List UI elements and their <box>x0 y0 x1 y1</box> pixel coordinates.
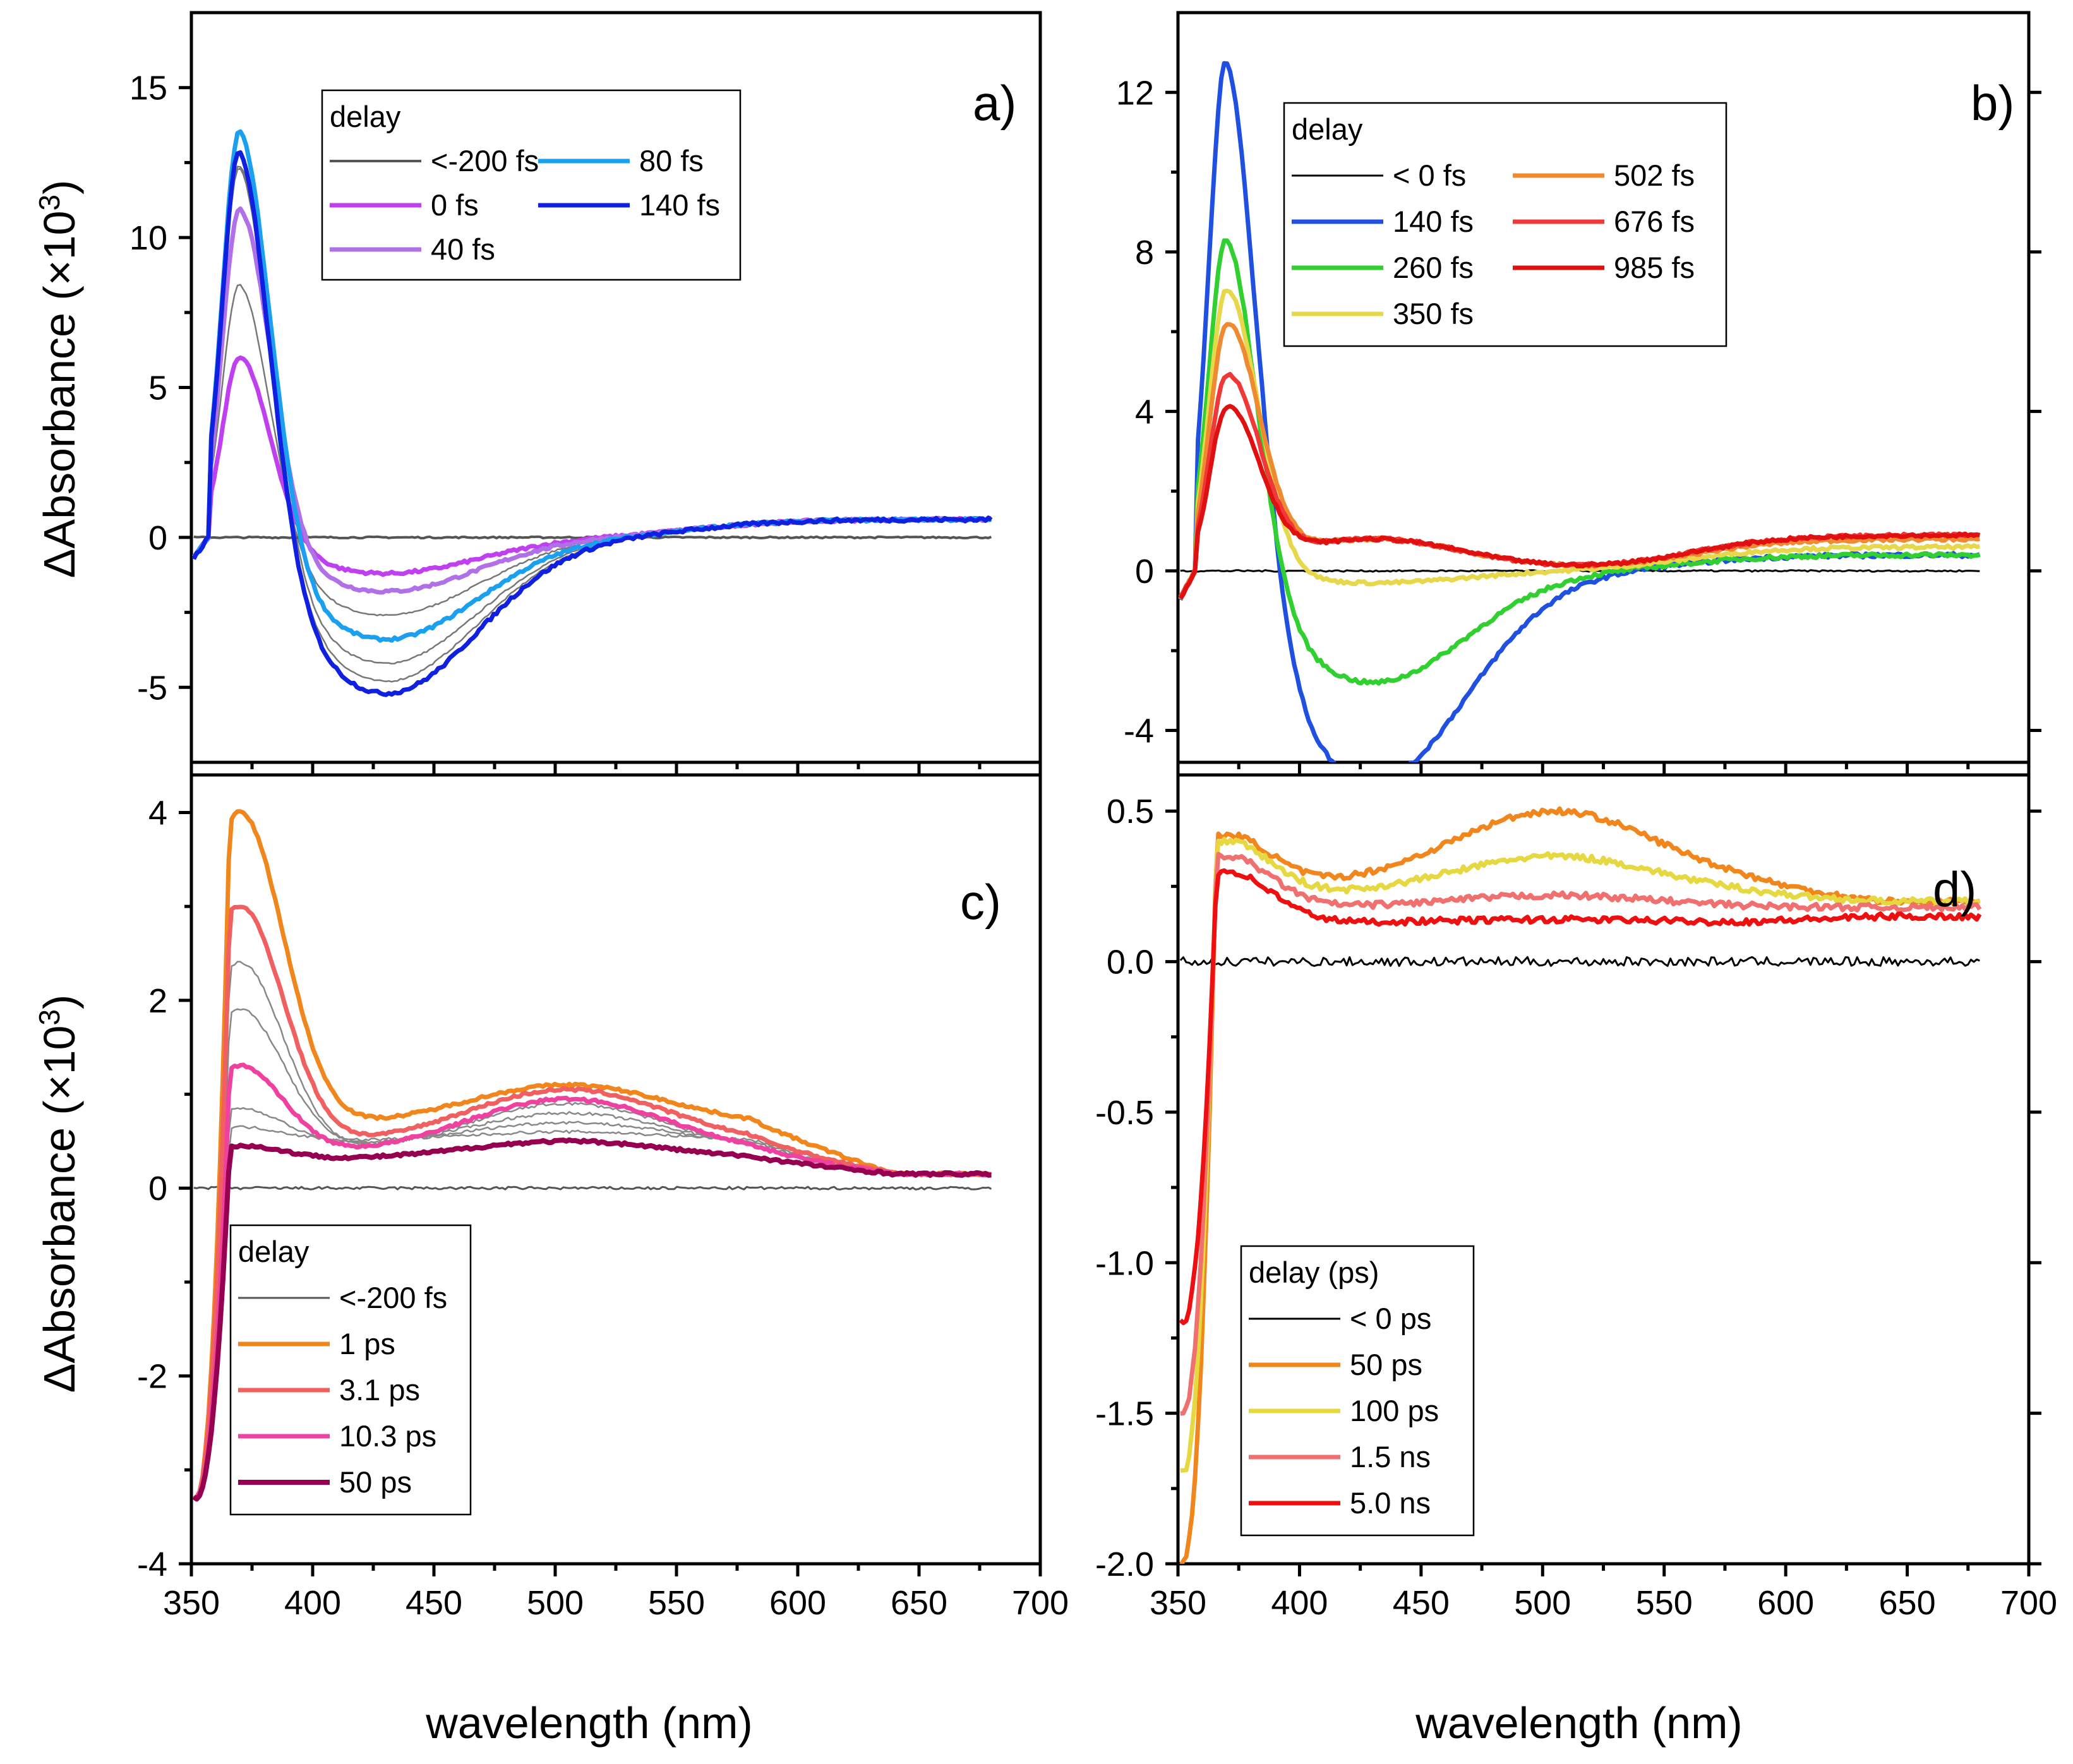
panel-label: b) <box>1971 75 2014 131</box>
x-tick-label: 450 <box>1393 1584 1450 1622</box>
y-tick-label: -4 <box>1124 712 1154 750</box>
legend-label: 3.1 ps <box>339 1373 420 1407</box>
panel-label: a) <box>973 75 1016 131</box>
legend-label: <-200 fs <box>431 144 539 177</box>
panel-d: 350 400 450 500 550 600 650 700 -2.0 -1.5 -1.0 -0.5… <box>1095 773 2057 1622</box>
y-tick-label: 15 <box>129 69 167 107</box>
x-tick-label: 700 <box>1012 1584 1069 1622</box>
y-tick-label: 0.0 <box>1107 944 1154 981</box>
legend-label: 0 fs <box>431 188 479 222</box>
y-tick-label: 4 <box>148 794 167 832</box>
legend-label: 40 fs <box>431 232 495 266</box>
legend-box <box>229 1224 472 1516</box>
legend-box <box>1240 1245 1475 1537</box>
series-50-ps <box>192 1137 992 1502</box>
legend-title: delay <box>330 100 401 133</box>
series-140-fs <box>191 150 993 697</box>
legend-title: delay <box>1292 112 1363 146</box>
x-tick-label: 550 <box>1636 1584 1693 1622</box>
series-1-5-ns <box>1180 851 1982 1416</box>
panel-label: d) <box>1933 861 1976 917</box>
x-tick-label: 400 <box>284 1584 341 1622</box>
legend-box <box>1283 102 1728 347</box>
y-tick-label: -5 <box>137 669 167 707</box>
y-tick-label: 4 <box>1135 393 1154 431</box>
traces <box>1179 806 1982 1564</box>
legend-label: 676 fs <box>1614 205 1695 238</box>
legend-label: 1 ps <box>339 1327 395 1360</box>
x-tick-label: 400 <box>1271 1584 1328 1622</box>
series-5-0-ns <box>1179 868 1982 1326</box>
y-tick-label: 5 <box>148 369 167 407</box>
traces <box>191 129 993 697</box>
y-tick-label: 8 <box>1135 234 1154 272</box>
legend-label: 100 ps <box>1350 1394 1439 1427</box>
legend-label: 50 ps <box>1350 1348 1422 1381</box>
series-260-fs <box>1178 238 1981 686</box>
x-tick-label: 550 <box>648 1584 705 1622</box>
series--200-fs <box>193 1185 992 1191</box>
y-tick-label: 0.5 <box>1107 793 1154 831</box>
legend-label: 10.3 ps <box>339 1419 436 1453</box>
legend-label: <-200 fs <box>339 1281 447 1314</box>
y-tick-label: -2 <box>137 1358 167 1396</box>
y-tick-label: 0 <box>148 519 167 557</box>
legend-label: 140 fs <box>639 188 720 222</box>
legend-label: 50 ps <box>339 1465 412 1499</box>
legend-title: delay (ps) <box>1249 1256 1379 1289</box>
series--0-ps <box>1179 956 1980 967</box>
series-1-ps <box>193 809 992 1501</box>
legend-label: < 0 fs <box>1393 159 1466 192</box>
y-tick-label: 2 <box>148 982 167 1020</box>
legend-label: 80 fs <box>639 144 704 177</box>
y-tick-label: 10 <box>129 219 167 257</box>
y-tick-label: -1.5 <box>1095 1395 1154 1433</box>
legend-label: 260 fs <box>1393 251 1474 284</box>
x-tick-label: 350 <box>163 1584 220 1622</box>
legend-label: 985 fs <box>1614 251 1695 284</box>
y-tick-label: 0 <box>148 1170 167 1208</box>
x-axis-title-right: wavelength (nm) <box>1415 1698 1742 1748</box>
series-100-ps <box>1180 836 1981 1473</box>
legend-label: 1.5 ns <box>1350 1440 1431 1473</box>
panel-label: c) <box>960 874 1001 930</box>
x-tick-label: 650 <box>1879 1584 1936 1622</box>
panel-c: 350 400 450 500 550 600 650 700 -4 -2 0 2 4 delay <-20… <box>137 773 1069 1622</box>
y-tick-label: -0.5 <box>1095 1094 1154 1132</box>
x-tick-label: 350 <box>1150 1584 1206 1622</box>
series-350-fs <box>1178 289 1980 600</box>
legend-label: < 0 ps <box>1350 1302 1431 1335</box>
y-tick-label: -1.0 <box>1095 1244 1154 1282</box>
series-985-fs <box>1178 404 1980 600</box>
legend-label: 350 fs <box>1393 297 1474 330</box>
y-tick-label: -4 <box>137 1545 167 1583</box>
legend-title: delay <box>238 1235 309 1268</box>
legend-label: 140 fs <box>1393 205 1474 238</box>
traces <box>192 809 992 1502</box>
x-tick-label: 650 <box>891 1584 947 1622</box>
y-tick-label: 12 <box>1116 74 1154 112</box>
legend-label: 502 fs <box>1614 159 1695 192</box>
y-tick-label: 0 <box>1135 553 1154 591</box>
x-tick-label: 450 <box>406 1584 462 1622</box>
y-tick-label: -2.0 <box>1095 1545 1154 1583</box>
legend-label: 5.0 ns <box>1350 1486 1431 1520</box>
y-axis-title-bottom: ΔAbsorbance (×103) <box>33 995 84 1393</box>
x-tick-label: 500 <box>527 1584 584 1622</box>
x-tick-label: 600 <box>769 1584 826 1622</box>
x-axis-title-left: wavelength (nm) <box>425 1698 752 1748</box>
x-tick-label: 500 <box>1514 1584 1571 1622</box>
panel-b: -4 0 4 8 12 delay < 0 fs 140 fs 260 fs 350 fs 502 … <box>1116 11 2041 775</box>
x-tick-label: 700 <box>2000 1584 2057 1622</box>
x-tick-label: 600 <box>1757 1584 1814 1622</box>
traces <box>1178 61 1981 762</box>
panel-a: -5 0 5 10 15 delay <-200 fs 0 fs 40 fs 80 fs 140 f… <box>129 11 1042 775</box>
y-axis-title-top: ΔAbsorbance (×103) <box>33 180 84 579</box>
